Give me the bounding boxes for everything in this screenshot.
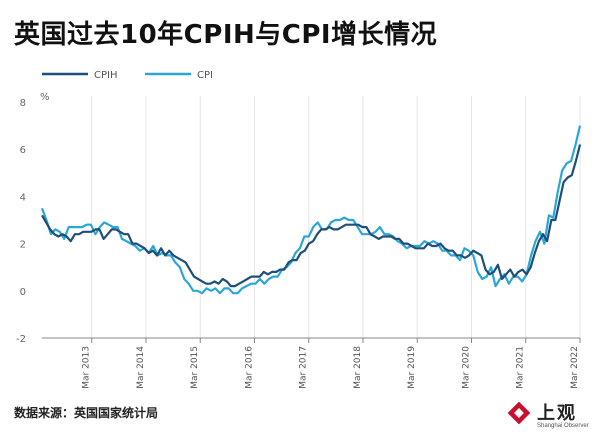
x-tick-label: Mar 2017 xyxy=(299,346,309,389)
y-axis: -2 0 2 4 6 8 xyxy=(16,98,26,345)
y-tick-label: 2 xyxy=(20,240,26,251)
y-tick-label: 0 xyxy=(20,287,26,298)
x-tick-label: Mar 2019 xyxy=(407,346,417,389)
series-line-cpih xyxy=(41,144,582,288)
legend-label-cpih: CPIH xyxy=(94,70,117,81)
x-tick-label: Mar 2015 xyxy=(190,346,200,389)
y-tick-label: 4 xyxy=(20,192,26,203)
logo-subtitle: Shanghai Observer xyxy=(537,423,589,429)
publisher-logo: 上观 Shanghai Observer xyxy=(507,397,595,435)
data-source: 数据来源：英国国家统计局 xyxy=(14,406,159,420)
y-unit-label: % xyxy=(40,92,50,103)
x-tick-label: Mar 2016 xyxy=(244,346,254,389)
legend-label-cpi: CPI xyxy=(197,70,213,81)
logo-mark-icon xyxy=(507,401,531,425)
x-tick-label: Mar 2022 xyxy=(570,346,580,389)
x-tick-label: Mar 2018 xyxy=(353,346,363,389)
chart-title: 英国过去10年CPIH与CPI增长情况 xyxy=(14,20,438,50)
legend: CPIH CPI xyxy=(42,70,213,81)
y-tick-label: 8 xyxy=(20,98,26,109)
y-tick-label: -2 xyxy=(16,334,26,345)
x-tick-label: Mar 2014 xyxy=(136,346,146,389)
y-tick-label: 6 xyxy=(20,145,26,156)
logo-text: 上观 xyxy=(537,403,577,424)
x-tick-label: Mar 2021 xyxy=(516,346,526,389)
x-tick-label: Mar 2020 xyxy=(461,346,471,389)
gridlines xyxy=(91,96,581,338)
series-lines xyxy=(40,125,582,295)
x-tick-label: Mar 2013 xyxy=(82,346,92,389)
x-axis: Mar 2013 Mar 2014 Mar 2015 Mar 2016 Mar 2017… xyxy=(42,337,581,389)
